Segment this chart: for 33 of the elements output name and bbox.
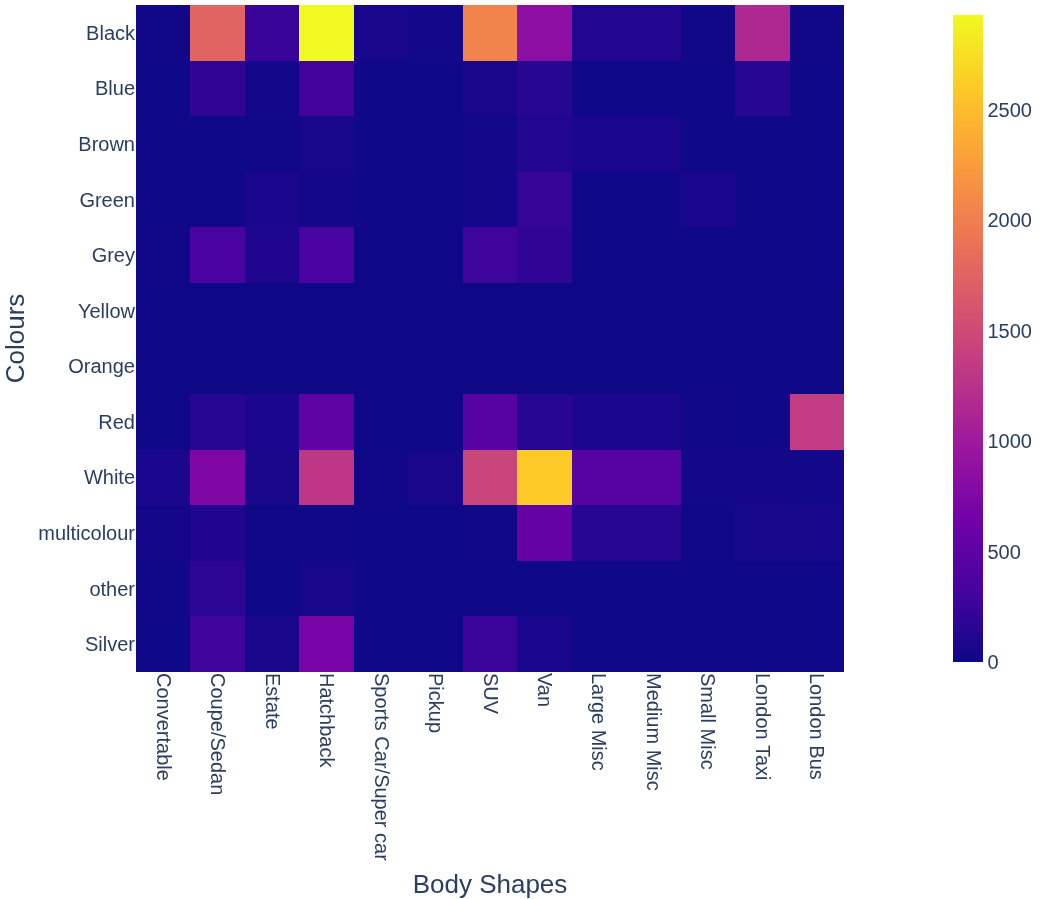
x-tick-label: Estate bbox=[261, 673, 284, 730]
x-tick-label: Hatchback bbox=[316, 673, 339, 769]
y-tick-label: Yellow bbox=[77, 299, 136, 322]
y-tick-label: multicolour bbox=[38, 522, 136, 545]
color-bar-label: 2500 bbox=[987, 98, 1032, 121]
x-tick-label: Coupe/Sedan bbox=[207, 673, 230, 796]
color-bar-label: 500 bbox=[987, 540, 1021, 563]
y-tick-label: Grey bbox=[91, 244, 135, 267]
y-tick-label: White bbox=[83, 466, 135, 489]
x-tick-label: Pickup bbox=[425, 673, 448, 734]
y-tick-label: Brown bbox=[78, 132, 135, 155]
y-axis-title: Colours bbox=[0, 293, 30, 384]
y-tick-label: other bbox=[89, 577, 136, 600]
x-tick-label: Sports Car/Super car bbox=[370, 673, 393, 862]
color-bar-label: 2000 bbox=[987, 209, 1032, 232]
x-tick-label: Medium Misc bbox=[642, 673, 665, 791]
x-axis-title: Body Shapes bbox=[412, 869, 568, 899]
color-bar-label: 1500 bbox=[987, 319, 1032, 342]
x-tick-label: London Taxi bbox=[751, 673, 774, 781]
x-tick-label: London Bus bbox=[806, 673, 829, 780]
y-tick-label: Black bbox=[86, 21, 136, 44]
x-tick-label: Small Misc bbox=[697, 673, 720, 770]
x-tick-label: SUV bbox=[479, 673, 502, 715]
color-bar-label: 1000 bbox=[987, 430, 1032, 453]
x-tick-label: Convertable bbox=[152, 673, 175, 781]
y-tick-label: Green bbox=[79, 188, 135, 211]
color-bar-label: 0 bbox=[987, 651, 999, 673]
y-tick-label: Red bbox=[98, 410, 135, 433]
y-tick-label: Silver bbox=[84, 633, 136, 656]
x-tick-label: Large Misc bbox=[588, 673, 611, 771]
x-tick-label: Van bbox=[533, 673, 556, 708]
y-tick-label: Orange bbox=[68, 355, 135, 378]
y-tick-label: Blue bbox=[94, 77, 135, 100]
